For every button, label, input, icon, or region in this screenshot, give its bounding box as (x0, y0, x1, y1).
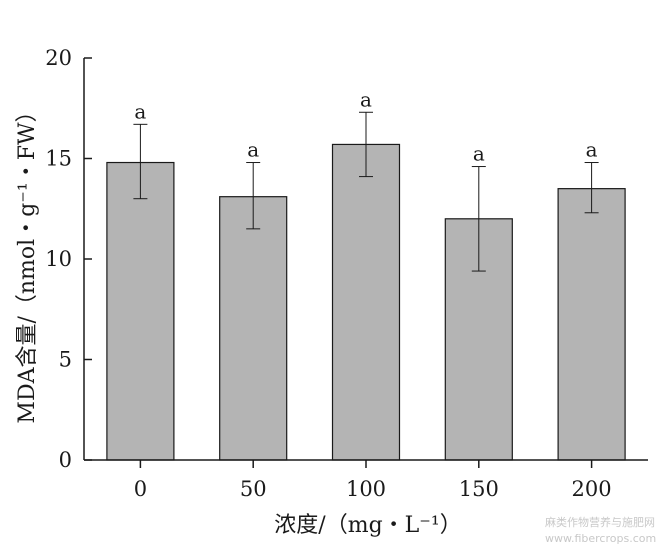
x-tick-label: 0 (134, 477, 147, 501)
significance-label: a (134, 99, 146, 123)
x-tick-label: 150 (459, 477, 499, 501)
y-tick-label: 10 (45, 247, 72, 271)
bar (331, 143, 401, 461)
x-tick-label: 200 (572, 477, 612, 501)
x-tick-label: 50 (240, 477, 267, 501)
y-tick-label: 15 (45, 147, 72, 171)
watermark-line-2: www.fibercrops.com (545, 532, 656, 545)
significance-label: a (473, 142, 485, 166)
x-tick-label: 100 (346, 477, 386, 501)
y-axis-title: MDA含量/（nmol・g⁻¹・FW） (15, 100, 40, 423)
bar (106, 161, 175, 461)
x-axis-title: 浓度/（mg・L⁻¹） (274, 513, 461, 538)
bar (219, 196, 288, 461)
significance-labels-group: a a a a a (134, 87, 597, 165)
significance-label: a (586, 138, 598, 162)
y-tick-label: 5 (59, 348, 72, 372)
significance-label: a (247, 138, 259, 162)
bars-group (106, 143, 626, 461)
significance-label: a (360, 87, 372, 111)
x-ticks-group: 0 50 100 150 200 (134, 460, 612, 501)
bar (557, 188, 626, 461)
watermark-line-1: 麻类作物营养与施肥网 (545, 515, 655, 529)
y-tick-label: 20 (45, 46, 72, 70)
y-tick-label: 0 (59, 448, 72, 472)
y-ticks-group: 0 5 10 15 20 (45, 46, 92, 472)
error-bars-group (133, 111, 599, 272)
